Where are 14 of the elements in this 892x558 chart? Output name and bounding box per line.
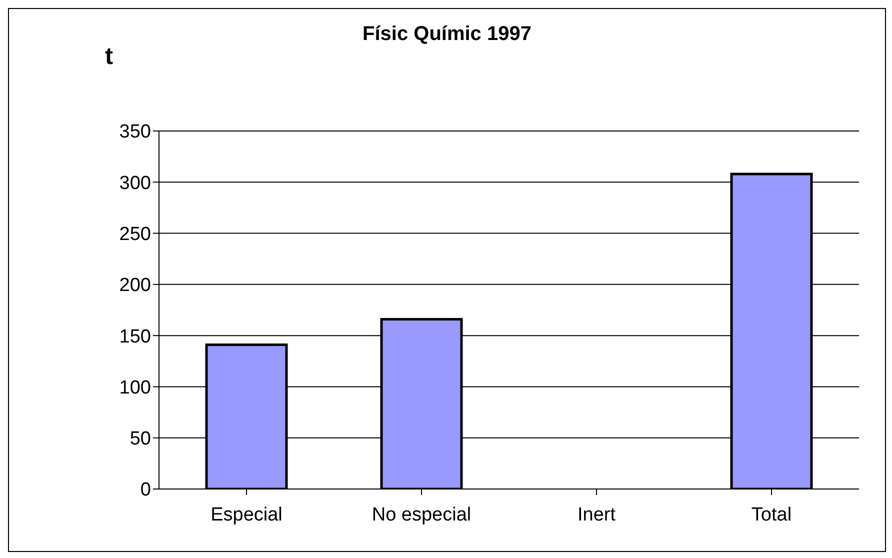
chart-title: Físic Químic 1997	[362, 23, 532, 45]
y-tick-label: 150	[119, 326, 151, 348]
x-tick-label: No especial	[372, 504, 472, 526]
y-tick-label: 50	[130, 428, 151, 450]
x-tick-label: Total	[751, 504, 792, 526]
y-axis-title: t	[105, 43, 113, 71]
y-tick-label: 300	[119, 172, 151, 194]
y-tick-label: 200	[119, 275, 151, 296]
y-tick-label: 100	[119, 377, 151, 398]
x-tick-label: Especial	[210, 504, 282, 526]
y-tick-label: 0	[140, 480, 151, 501]
x-tick-label: Inert	[577, 504, 616, 526]
y-tick-label: 250	[119, 224, 151, 246]
y-tick-label: 350	[119, 122, 151, 143]
